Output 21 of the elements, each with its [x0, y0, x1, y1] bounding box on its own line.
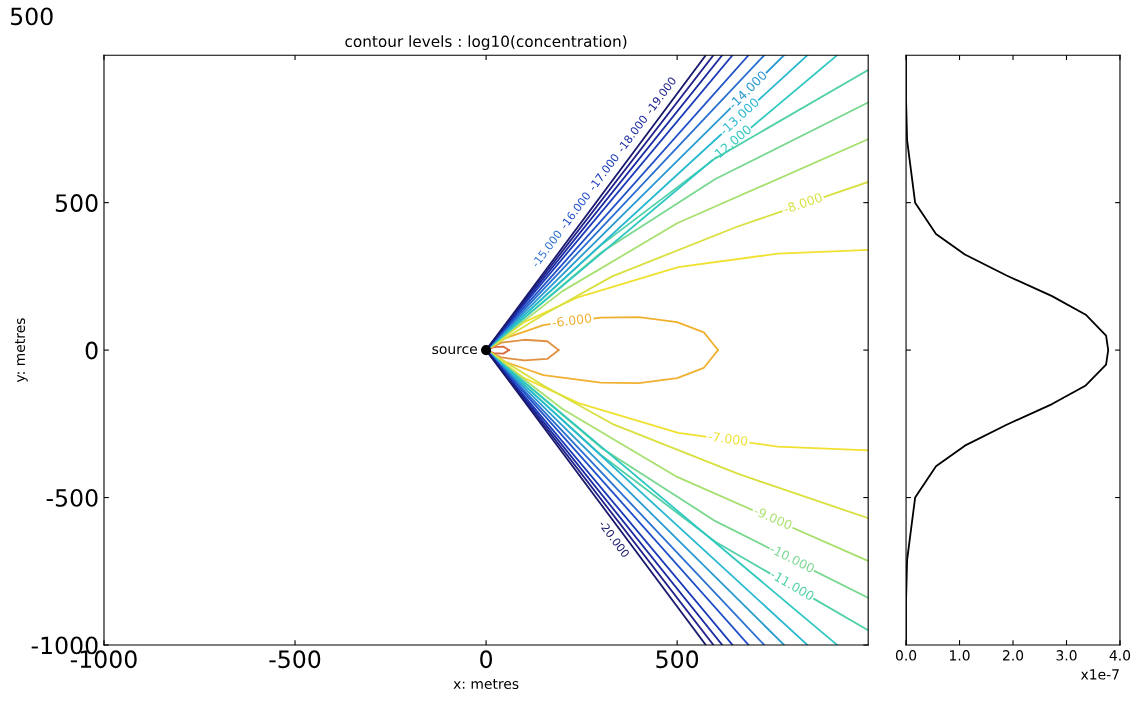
y-tick-label: 0: [85, 341, 98, 360]
text: -8.000: [782, 192, 823, 214]
y-tick-label: 500: [55, 194, 98, 212]
y-tick-label: -500: [46, 488, 98, 507]
x-tick-label: 4.0: [1109, 650, 1131, 661]
text: -9.000: [753, 505, 793, 531]
y-axis-title: y: metres: [15, 318, 28, 383]
x-tick-label: 500: [656, 650, 699, 669]
x-tick-label: 3.0: [1056, 650, 1077, 661]
x-tick-label: 2.0: [1002, 650, 1024, 661]
text: 500: [10, 7, 53, 26]
x-tick-label: -500: [269, 650, 321, 669]
text: -7.000: [708, 431, 748, 446]
x-tick-label: 1.0: [950, 650, 970, 661]
x-axis-title: x: metres: [453, 679, 519, 690]
series-label: source: [432, 346, 478, 355]
x-tick-label: 0: [480, 650, 493, 669]
text: -6.000: [551, 313, 592, 328]
x-axis-title: x1e-7: [1080, 669, 1119, 680]
chart-title: contour levels : log10(concentration): [345, 35, 627, 51]
x-tick-label: 0.0: [895, 650, 917, 661]
